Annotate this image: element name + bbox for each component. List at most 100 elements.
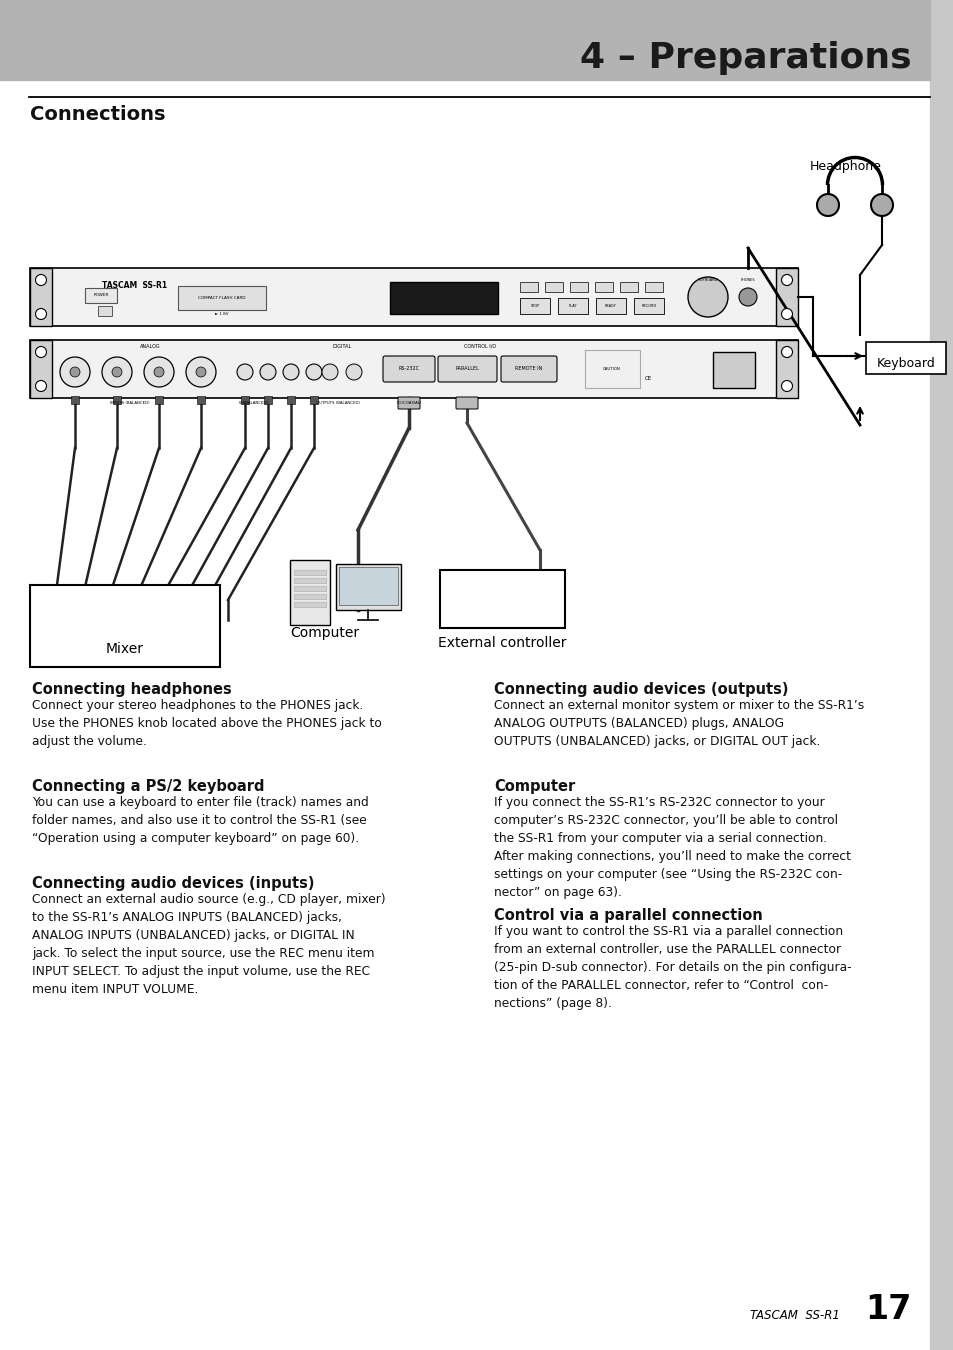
Circle shape — [260, 364, 275, 379]
Circle shape — [781, 381, 792, 392]
Text: If you connect the SS-R1’s RS-232C connector to your
computer’s RS-232C connecto: If you connect the SS-R1’s RS-232C conne… — [494, 796, 850, 899]
Text: I/O(COAXIAL): I/O(COAXIAL) — [395, 401, 421, 405]
Circle shape — [322, 364, 337, 379]
Bar — [644, 282, 662, 292]
Bar — [30, 269, 797, 325]
Text: ► 1 8V: ► 1 8V — [215, 312, 229, 316]
Circle shape — [739, 288, 757, 306]
Bar — [264, 396, 272, 404]
Bar — [294, 594, 326, 599]
Text: READY: READY — [604, 304, 617, 308]
Bar — [596, 298, 625, 315]
Text: INPUTS (BALANCED): INPUTS (BALANCED) — [111, 401, 150, 405]
Circle shape — [283, 364, 298, 379]
Circle shape — [35, 274, 47, 285]
Bar — [178, 286, 266, 310]
Text: REMOTE IN: REMOTE IN — [515, 366, 542, 371]
Circle shape — [306, 364, 322, 379]
Text: POWER: POWER — [93, 293, 109, 297]
Text: PHONES: PHONES — [740, 278, 755, 282]
Bar — [0, 0, 929, 80]
FancyBboxPatch shape — [500, 356, 557, 382]
Bar — [294, 578, 326, 583]
Bar — [154, 396, 163, 404]
Text: Control via a parallel connection: Control via a parallel connection — [494, 909, 762, 923]
Circle shape — [186, 356, 215, 387]
Text: PARALLEL: PARALLEL — [455, 366, 478, 371]
Text: Connect your stereo headphones to the PHONES jack.
Use the PHONES knob located a: Connect your stereo headphones to the PH… — [32, 699, 381, 748]
Bar — [439, 570, 564, 628]
Bar — [85, 288, 117, 302]
Circle shape — [687, 277, 727, 317]
Text: OUTPUTS (BALANCED): OUTPUTS (BALANCED) — [315, 401, 359, 405]
Text: Connecting a PS/2 keyboard: Connecting a PS/2 keyboard — [32, 779, 264, 794]
Bar — [98, 306, 112, 316]
Text: RECORD: RECORD — [640, 304, 656, 308]
Bar — [390, 282, 497, 315]
Circle shape — [870, 194, 892, 216]
Circle shape — [60, 356, 90, 387]
Circle shape — [195, 367, 206, 377]
Circle shape — [70, 367, 80, 377]
Text: Connecting audio devices (outputs): Connecting audio devices (outputs) — [494, 682, 788, 697]
Bar — [294, 586, 326, 591]
Bar — [775, 269, 797, 325]
Text: External controller: External controller — [437, 636, 566, 649]
Circle shape — [781, 274, 792, 285]
Text: STOP: STOP — [530, 304, 539, 308]
Text: PLAY: PLAY — [568, 304, 577, 308]
Bar — [865, 342, 945, 374]
Bar — [310, 396, 317, 404]
Circle shape — [816, 194, 838, 216]
Text: Connections: Connections — [30, 105, 165, 124]
Bar — [519, 298, 550, 315]
Bar — [519, 282, 537, 292]
Bar — [338, 567, 397, 605]
Text: Mixer: Mixer — [106, 643, 144, 656]
Text: TASCAM  SS-R1: TASCAM SS-R1 — [749, 1310, 840, 1322]
Text: If you want to control the SS-R1 via a parallel connection
from an external cont: If you want to control the SS-R1 via a p… — [494, 925, 851, 1010]
Text: You can use a keyboard to enter file (track) names and
folder names, and also us: You can use a keyboard to enter file (tr… — [32, 796, 369, 845]
Text: CAUTION: CAUTION — [602, 367, 620, 371]
Bar — [30, 340, 797, 398]
FancyBboxPatch shape — [382, 356, 435, 382]
Circle shape — [35, 347, 47, 358]
Bar — [544, 282, 562, 292]
Text: KEYBOARD: KEYBOARD — [698, 278, 717, 282]
Bar — [241, 396, 249, 404]
Text: Connecting audio devices (inputs): Connecting audio devices (inputs) — [32, 876, 314, 891]
Circle shape — [102, 356, 132, 387]
Bar — [335, 564, 400, 610]
Text: Headphone: Headphone — [809, 161, 881, 173]
Bar — [290, 560, 330, 625]
Circle shape — [153, 367, 164, 377]
FancyBboxPatch shape — [456, 397, 477, 409]
FancyBboxPatch shape — [437, 356, 497, 382]
Bar — [619, 282, 638, 292]
Text: (UNBALANCED): (UNBALANCED) — [239, 401, 269, 405]
Text: Keyboard: Keyboard — [876, 358, 934, 370]
Text: Computer: Computer — [290, 626, 359, 640]
Text: DIGITAL: DIGITAL — [332, 343, 352, 348]
Text: Computer: Computer — [494, 779, 575, 794]
Text: TASCAM  SS-R1: TASCAM SS-R1 — [102, 282, 168, 290]
Circle shape — [112, 367, 122, 377]
FancyBboxPatch shape — [397, 397, 419, 409]
Circle shape — [346, 364, 361, 379]
Bar — [634, 298, 663, 315]
Circle shape — [35, 381, 47, 392]
Bar — [30, 269, 52, 325]
Text: Connecting headphones: Connecting headphones — [32, 682, 232, 697]
Bar — [287, 396, 294, 404]
Bar — [71, 396, 79, 404]
Text: RS-232C: RS-232C — [398, 366, 419, 371]
Bar — [558, 298, 587, 315]
Bar — [30, 340, 52, 398]
Bar — [196, 396, 205, 404]
Text: 17: 17 — [864, 1293, 911, 1326]
Circle shape — [781, 309, 792, 320]
Circle shape — [35, 309, 47, 320]
Bar — [929, 0, 953, 1350]
Bar — [775, 340, 797, 398]
Bar — [112, 396, 121, 404]
